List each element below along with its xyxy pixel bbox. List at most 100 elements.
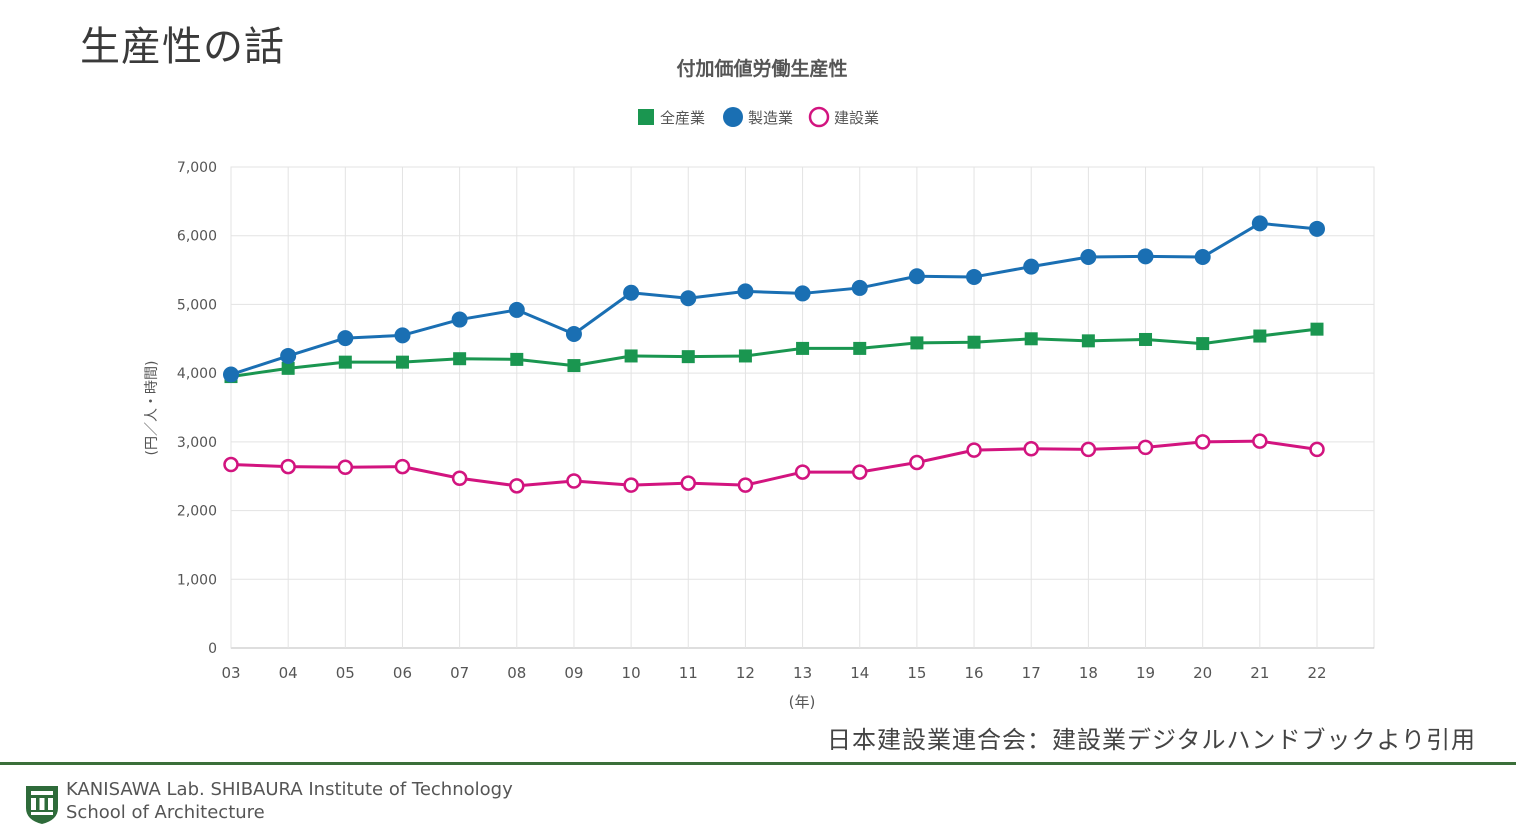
data-point-open-circle <box>1137 439 1154 456</box>
data-point-circle <box>1309 220 1325 237</box>
x-tick-label: 08 <box>507 664 526 682</box>
series-line <box>230 221 1318 376</box>
footer-lab-name: KANISAWA Lab. SHIBAURA Institute of Tech… <box>66 779 513 800</box>
data-point-circle <box>737 283 754 300</box>
data-point-open-circle <box>1309 441 1325 458</box>
data-point-circle <box>623 284 640 301</box>
x-tick-label: 13 <box>793 664 812 682</box>
y-tick-label: 0 <box>208 641 217 657</box>
legend-label: 全産業 <box>660 109 705 127</box>
data-point-circle <box>337 330 354 347</box>
data-point-square <box>338 355 352 369</box>
data-point-circle <box>851 279 868 296</box>
x-tick-label: 20 <box>1193 664 1212 682</box>
y-axis-label: (円／人・時間) <box>144 361 160 456</box>
data-point-square <box>510 352 524 366</box>
x-tick-label: 17 <box>1022 664 1041 682</box>
x-axis-label: (年) <box>789 693 816 711</box>
data-point-open-circle <box>394 458 411 475</box>
source-citation: 日本建設業連合会：建設業デジタルハンドブックより引用 <box>826 726 1476 754</box>
data-point-square <box>796 341 810 355</box>
y-tick-label: 4,000 <box>177 366 217 382</box>
slide-title: 生産性の話 <box>80 24 285 70</box>
data-point-circle <box>223 366 239 383</box>
data-point-square <box>395 355 409 369</box>
data-point-open-circle <box>1080 441 1097 458</box>
y-tick-label: 2,000 <box>177 504 217 520</box>
data-point-square <box>1253 329 1267 343</box>
data-point-open-circle <box>280 458 296 475</box>
legend-marker-open-circle <box>808 106 830 128</box>
data-point-square <box>681 350 695 364</box>
data-point-open-circle <box>1023 440 1039 457</box>
data-point-circle <box>1251 215 1268 232</box>
data-point-open-circle <box>223 456 239 473</box>
data-point-circle <box>794 285 811 302</box>
data-point-circle <box>508 301 525 318</box>
data-point-open-circle <box>794 464 811 480</box>
data-point-circle <box>908 268 925 285</box>
x-tick-label: 18 <box>1079 664 1098 682</box>
data-point-circle <box>1194 249 1211 266</box>
footer-lab-credit: KANISAWA Lab. SHIBAURA Institute of Tech… <box>66 778 513 824</box>
legend-marker-circle <box>723 107 743 127</box>
x-tick-label: 15 <box>907 664 926 682</box>
data-point-circle <box>966 268 983 285</box>
data-point-square <box>910 336 924 350</box>
data-point-circle <box>1023 258 1040 275</box>
data-point-square <box>1196 337 1210 351</box>
data-point-circle <box>280 347 297 364</box>
data-point-open-circle <box>451 470 468 487</box>
y-tick-label: 1,000 <box>177 572 217 588</box>
x-tick-label: 22 <box>1307 664 1326 682</box>
x-tick-label: 07 <box>450 664 469 682</box>
data-point-circle <box>451 311 468 328</box>
footer-divider <box>0 762 1516 765</box>
data-point-square <box>1310 322 1324 336</box>
university-logo-icon <box>26 786 58 824</box>
data-point-open-circle <box>1194 434 1211 450</box>
data-point-square <box>1024 332 1038 346</box>
data-point-square <box>738 349 752 363</box>
data-point-open-circle <box>566 473 582 489</box>
series-line <box>230 327 1318 379</box>
x-tick-label: 10 <box>622 664 641 682</box>
x-tick-label: 11 <box>679 664 698 682</box>
legend-marker-square <box>638 109 654 125</box>
data-point-square <box>281 361 295 375</box>
data-point-open-circle <box>680 475 697 491</box>
data-point-circle <box>680 290 697 307</box>
y-tick-label: 7,000 <box>177 160 217 176</box>
data-point-square <box>853 341 867 355</box>
x-tick-label: 16 <box>965 664 984 682</box>
data-point-open-circle <box>851 464 868 480</box>
x-tick-label: 03 <box>221 664 240 682</box>
data-point-open-circle <box>1252 433 1268 449</box>
data-point-circle <box>394 327 411 344</box>
legend-label: 製造業 <box>748 109 793 127</box>
data-point-circle <box>1137 248 1154 265</box>
x-tick-label: 04 <box>279 664 298 682</box>
x-tick-label: 12 <box>736 664 755 682</box>
data-point-open-circle <box>509 478 525 494</box>
legend-label: 建設業 <box>834 109 879 127</box>
data-point-square <box>1139 332 1153 346</box>
data-point-square <box>1081 334 1095 348</box>
data-point-square <box>567 359 581 373</box>
data-point-open-circle <box>623 477 639 493</box>
footer-school-name: School of Architecture <box>66 802 265 823</box>
y-tick-label: 6,000 <box>177 229 217 245</box>
data-point-open-circle <box>909 454 925 471</box>
data-point-open-circle <box>337 459 354 476</box>
data-point-circle <box>565 325 582 342</box>
data-point-circle <box>1080 249 1097 266</box>
x-tick-label: 19 <box>1136 664 1155 682</box>
x-tick-label: 09 <box>564 664 583 682</box>
chart-title: 付加価値労働生産性 <box>676 57 847 80</box>
data-point-square <box>967 335 981 349</box>
data-point-open-circle <box>737 477 754 493</box>
x-tick-label: 21 <box>1250 664 1269 682</box>
series-line <box>230 439 1318 488</box>
y-tick-label: 5,000 <box>177 297 217 313</box>
